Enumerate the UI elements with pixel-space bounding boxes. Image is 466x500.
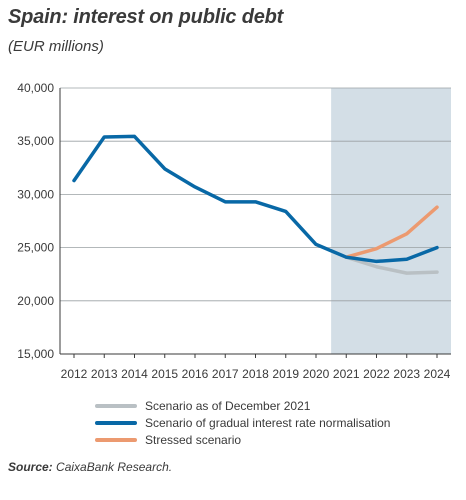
y-tick-label: 20,000 — [17, 294, 54, 308]
x-tick-label: 2014 — [121, 367, 148, 381]
y-tick-label: 40,000 — [17, 81, 54, 95]
source-label: Source: — [8, 460, 53, 474]
y-tick-label: 30,000 — [17, 187, 54, 201]
x-tick-label: 2022 — [363, 367, 390, 381]
series-line-3 — [344, 205, 439, 259]
x-tick-label: 2021 — [333, 367, 360, 381]
legend-label: Scenario as of December 2021 — [145, 399, 311, 413]
x-tick-label: 2018 — [242, 367, 269, 381]
y-tick-label: 35,000 — [17, 134, 54, 148]
x-tick-label: 2016 — [182, 367, 209, 381]
forecast-shaded-region — [331, 88, 451, 354]
x-tick-label: 2019 — [272, 367, 299, 381]
x-tick-label: 2013 — [91, 367, 118, 381]
legend-label: Stressed scenario — [145, 433, 241, 447]
source-note: Source: CaixaBank Research. — [8, 460, 172, 474]
x-tick-label: 2017 — [212, 367, 239, 381]
x-tick-label: 2012 — [61, 367, 88, 381]
x-tick-label: 2023 — [393, 367, 420, 381]
x-tick-label: 2015 — [151, 367, 178, 381]
chart-title: Spain: interest on public debt — [8, 6, 284, 28]
x-tick-label: 2024 — [424, 367, 451, 381]
source-text: CaixaBank Research. — [52, 460, 173, 474]
x-tick-label: 2020 — [303, 367, 330, 381]
chart-subtitle: (EUR millions) — [8, 38, 104, 55]
legend-label: Scenario of gradual interest rate normal… — [145, 416, 390, 430]
series-line-1 — [344, 255, 439, 275]
y-tick-label: 15,000 — [17, 347, 54, 361]
y-tick-label: 25,000 — [17, 241, 54, 255]
